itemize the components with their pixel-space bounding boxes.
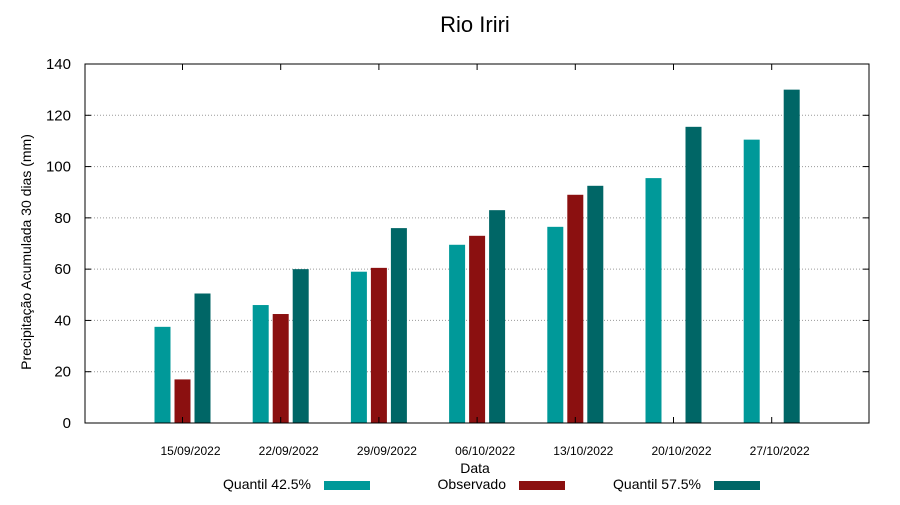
y-tick-label: 40 [54,312,71,329]
legend-item: Quantil 57.5% [613,476,760,492]
bar-quantil-57-5--1 [292,269,309,423]
bar-quantil-42-5--6 [743,139,760,423]
bar-quantil-42-5--0 [154,326,171,423]
bar-quantil-42-5--1 [252,305,269,423]
bar-quantil-42-5--4 [547,226,564,423]
legend-label: Quantil 57.5% [613,476,701,492]
bar-observado-2 [370,267,387,423]
y-axis-label: Precipitação Acumulada 30 dias (mm) [18,134,34,370]
y-tick-label: 120 [46,107,71,124]
legend-swatch [519,481,565,490]
bar-quantil-42-5--3 [449,244,466,423]
legend-item: Quantil 42.5% [223,476,370,492]
legend-swatch [714,481,760,490]
bar-quantil-57-5--6 [783,89,800,424]
bar-quantil-57-5--3 [489,210,506,423]
x-tick-label: 06/10/2022 [455,444,515,458]
x-axis-label: Data [460,460,490,476]
x-tick-label: 22/09/2022 [259,444,319,458]
legend-label: Quantil 42.5% [223,476,311,492]
y-axis-ticks: 0 20 40 60 80 100 120 140 [46,56,869,432]
y-tick-label: 60 [54,261,71,278]
x-tick-label: 15/09/2022 [160,444,220,458]
bar-observado-1 [272,314,289,423]
x-tick-label: 13/10/2022 [553,444,613,458]
bars [154,89,800,424]
bar-observado-3 [469,235,486,423]
legend-swatch [324,481,370,490]
y-tick-label: 20 [54,364,71,381]
bar-observado-4 [567,194,584,423]
y-tick-label: 100 [46,159,71,176]
y-tick-label: 140 [46,56,71,73]
bar-quantil-42-5--5 [645,178,662,423]
bar-quantil-57-5--0 [194,293,211,423]
x-tick-label: 27/10/2022 [750,444,810,458]
bar-quantil-42-5--2 [350,271,367,423]
y-tick-label: 80 [54,210,71,227]
legend: Quantil 42.5% Observado Quantil 57.5% [223,476,760,492]
bar-quantil-57-5--5 [685,126,702,423]
legend-label: Observado [438,476,507,492]
bar-quantil-57-5--2 [390,228,407,423]
legend-item: Observado [438,476,565,492]
y-tick-label: 0 [63,415,71,432]
chart-title: Rio Iriri [440,12,510,37]
x-tick-label: 20/10/2022 [651,444,711,458]
x-tick-label: 29/09/2022 [357,444,417,458]
bar-quantil-57-5--4 [587,185,604,423]
x-axis-ticks: 15/09/2022 22/09/2022 29/09/2022 06/10/2022… [160,64,810,458]
bar-observado-0 [174,379,191,423]
